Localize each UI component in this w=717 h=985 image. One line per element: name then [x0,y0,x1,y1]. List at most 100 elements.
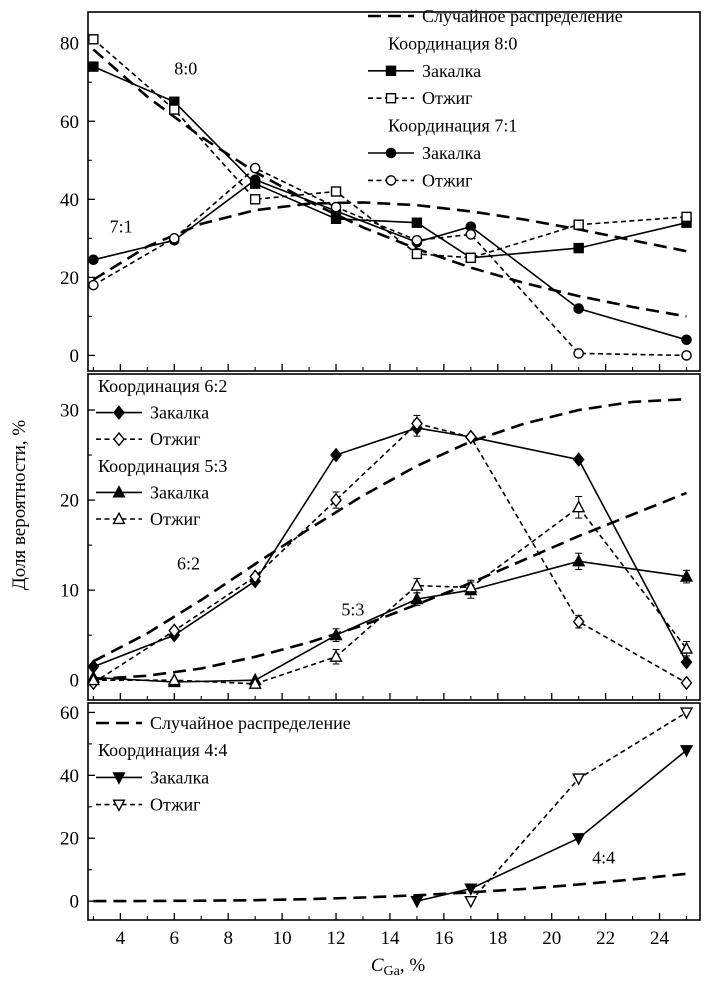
legend-item-label: Закалка [422,61,481,81]
triangle-up-marker-5-3-otzhig [410,578,424,591]
annotation-8-0: 8:0 [174,58,197,78]
square-marker-8-0-otzhig [88,34,99,45]
diamond-marker-6-2-otzhig [464,429,477,445]
triangle-up-marker-5-3-otzhig [86,672,100,686]
y-tick-label: 20 [60,491,79,512]
y-tick-label: 30 [60,401,79,422]
triangle-down-marker-4-4-otzhig [572,773,586,786]
legend-circle-marker [385,175,397,186]
y-tick-label: 20 [60,268,79,289]
triangle-down-marker-4-4-zakalka [572,833,586,846]
legend-diamond-marker [113,431,125,447]
x-tick-label: 6 [170,928,180,949]
panel-coordination-6-2-and-5-3: 0 10 20 30 6:2 5:3 Координация 6:2 Закалка Отжиг… [60,373,701,701]
square-marker-8-0-otzhig [169,104,180,115]
circle-marker-7-1-zakalka [249,174,261,186]
legend-panel-2: Координация 6:2 Закалка Отжиг Координация 5… [96,376,227,529]
legend-header: Координация 8:0 [388,33,517,53]
y-tick-label: 20 [60,829,79,850]
legend-square-marker [385,65,397,77]
x-tick-label: 24 [650,928,670,949]
y-tick-label: 40 [60,190,79,211]
series-line-5-3-zakalka [93,560,687,683]
circle-marker-7-1-zakalka [573,303,584,314]
triangle-up-marker-5-3-otzhig [248,676,262,689]
x-tick-label: 14 [380,928,400,949]
legend-item-label: Случайное распределение [150,713,351,733]
x-tick-label: 22 [596,928,615,949]
panel-frame [87,373,701,701]
series-line-random-7-1 [92,201,687,281]
legend-square-marker [385,92,397,104]
legend-panel-1: Случайное распределение Координация 8:0 За… [368,6,623,190]
circle-marker-7-1-otzhig [88,279,99,291]
y-tick-label: 60 [60,112,79,133]
legend-item-label: Отжиг [422,170,473,190]
legend-header: Координация 7:1 [388,116,517,136]
triangle-up-marker-5-3-otzhig [329,649,343,662]
circle-marker-7-1-otzhig [465,229,477,240]
x-tick-label: 16 [434,928,453,949]
circle-marker-7-1-otzhig [168,233,180,244]
x-tick-label: 4 [116,928,126,949]
triangle-up-marker-5-3-otzhig [679,641,694,654]
panel-frame [87,702,701,921]
square-marker-8-0-otzhig [681,211,692,223]
diamond-marker-6-2-otzhig [168,623,181,638]
triangle-down-marker-4-4-zakalka [679,745,694,758]
y-axis-label: Доля вероятности, % [9,420,30,591]
diamond-marker-6-2-otzhig [572,614,585,629]
x-axis-label: CGa, % [371,955,426,979]
legend-triangle-down-marker [112,772,126,785]
series-line-4-4-zakalka [416,749,688,902]
triangle-up-marker-5-3-otzhig [572,499,586,513]
y-tick-label: 40 [60,766,79,787]
triangle-up-marker-5-3-otzhig [167,672,181,686]
triangle-up-marker-5-3-zakalka [410,591,424,605]
panel-coordination-4-4: 0 20 40 60 4:4 Случайное распределение Координ… [60,702,701,921]
square-marker-8-0-otzhig [330,186,342,197]
series-line-random-5-3 [93,491,687,681]
triangle-up-marker-5-3-zakalka [572,554,586,567]
x-tick-label: 12 [327,928,346,949]
square-marker-8-0-otzhig [573,219,584,230]
square-marker-8-0-zakalka [88,61,99,72]
circle-marker-7-1-otzhig [330,201,342,213]
diamond-marker-6-2-zakalka [330,447,342,463]
y-tick-label: 0 [70,671,80,692]
legend-item-label: Отжиг [150,795,201,815]
circle-marker-7-1-otzhig [411,234,423,246]
square-marker-8-0-zakalka [573,242,584,254]
legend-circle-marker [385,147,397,159]
triangle-down-marker-4-4-zakalka [464,883,478,896]
x-tick-label: 18 [488,928,507,949]
annotation-6-2: 6:2 [177,553,200,573]
diamond-marker-6-2-zakalka [680,654,693,670]
y-tick-label: 80 [60,34,79,55]
legend-item-label: Закалка [150,767,209,787]
square-marker-8-0-zakalka [411,217,423,228]
square-marker-8-0-otzhig [249,194,261,205]
series-line-random-8-0 [92,48,687,318]
circle-marker-7-1-otzhig [249,162,261,174]
legend-header: Координация 6:2 [98,376,227,396]
circle-marker-7-1-zakalka [681,334,692,346]
diamond-marker-6-2-otzhig [249,569,262,584]
circle-marker-7-1-otzhig [681,350,692,361]
triangle-down-marker-4-4-zakalka [410,896,424,909]
series-line-7-1-otzhig [92,167,687,357]
circle-marker-7-1-zakalka [88,254,99,266]
legend-header: Координация 4:4 [98,740,227,760]
x-tick-label: 20 [542,928,561,949]
series-line-6-2-otzhig [92,422,687,684]
legend-triangle-down-marker [112,799,126,812]
series-line-7-1-zakalka [93,178,687,341]
triangle-up-marker-5-3-zakalka [329,627,343,641]
panel-frame [87,11,701,372]
diamond-marker-6-2-zakalka [572,452,585,467]
series-line-5-3-otzhig [93,506,688,685]
triangle-down-marker-4-4-otzhig [679,707,694,720]
series-line-8-0-otzhig [92,38,687,259]
legend-item-label: Закалка [150,403,209,423]
